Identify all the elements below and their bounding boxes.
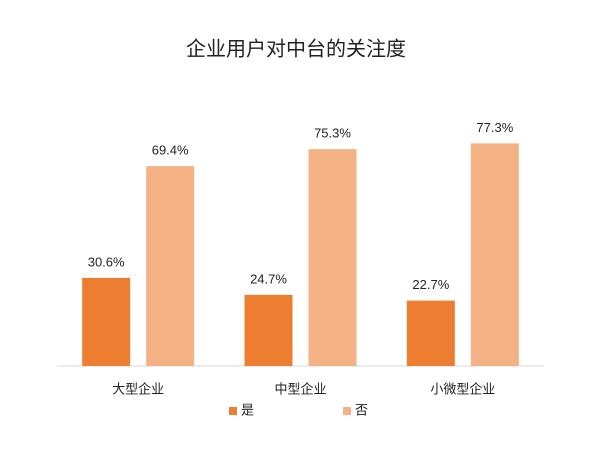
x-tick-label: 大型企业 bbox=[112, 381, 164, 396]
data-label: 75.3% bbox=[314, 126, 351, 141]
bar bbox=[308, 149, 357, 366]
data-label: 77.3% bbox=[476, 120, 513, 135]
bar bbox=[146, 166, 195, 366]
data-label: 24.7% bbox=[250, 271, 287, 286]
data-label: 22.7% bbox=[412, 277, 449, 292]
legend-swatch bbox=[229, 407, 237, 415]
bar bbox=[470, 143, 519, 366]
legend-label: 是 bbox=[241, 402, 254, 417]
x-tick-label: 中型企业 bbox=[274, 381, 326, 396]
legend-swatch bbox=[343, 407, 351, 415]
x-tick-label: 小微型企业 bbox=[430, 381, 495, 396]
data-label: 69.4% bbox=[152, 143, 189, 158]
bar bbox=[244, 294, 293, 366]
data-label: 30.6% bbox=[88, 254, 125, 269]
legend-label: 否 bbox=[355, 402, 368, 417]
chart-title: 企业用户对中台的关注度 bbox=[186, 37, 406, 60]
bar bbox=[82, 277, 131, 366]
bar bbox=[406, 300, 455, 366]
